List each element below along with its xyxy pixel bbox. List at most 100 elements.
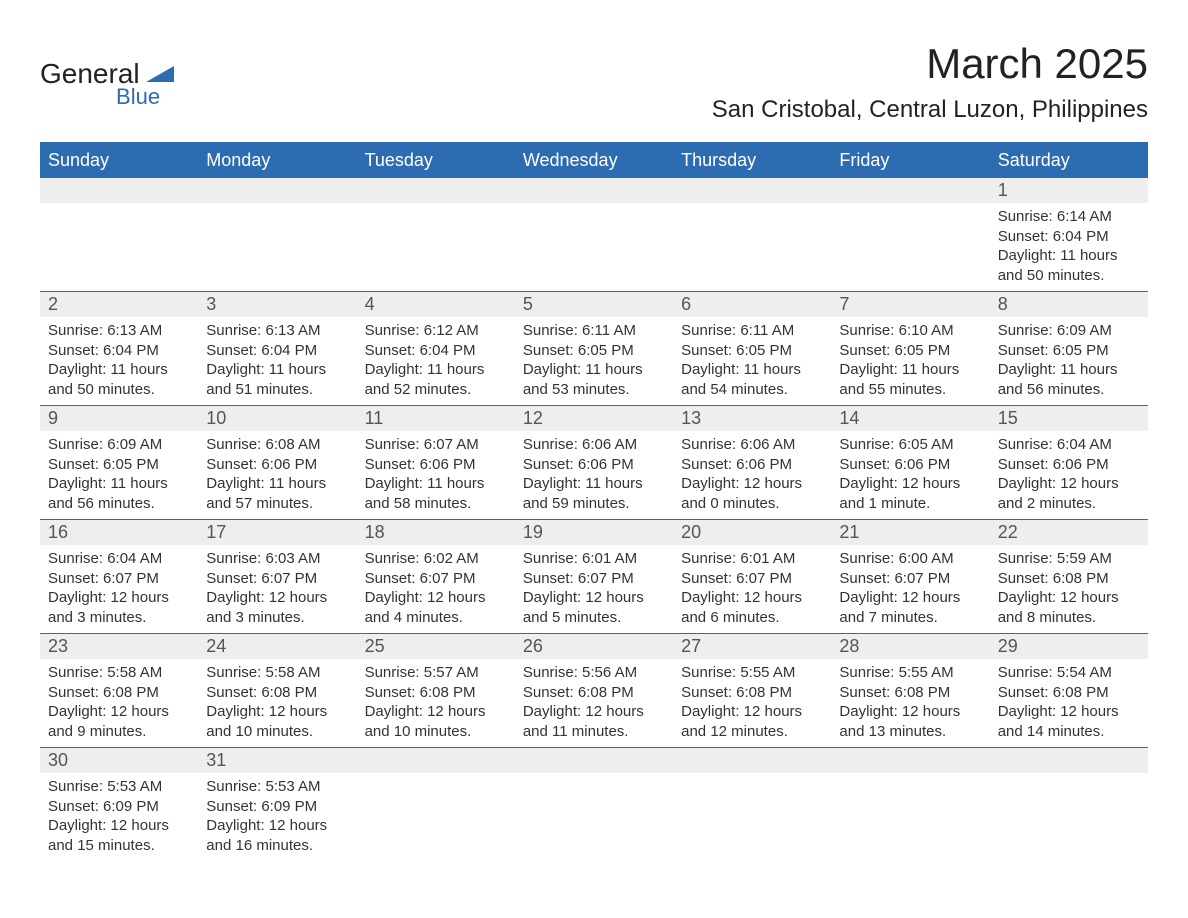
day-number: 1 (990, 178, 1148, 204)
day-cell: Sunrise: 6:10 AMSunset: 6:05 PMDaylight:… (831, 317, 989, 406)
sunrise-line: Sunrise: 6:09 AM (48, 435, 190, 455)
day-cell: Sunrise: 6:02 AMSunset: 6:07 PMDaylight:… (357, 545, 515, 634)
day-number: 4 (357, 292, 515, 318)
day-cell (357, 203, 515, 292)
day-cell: Sunrise: 5:54 AMSunset: 6:08 PMDaylight:… (990, 659, 1148, 748)
weekday-header: Tuesday (357, 143, 515, 178)
sunset-line: Sunset: 6:06 PM (681, 455, 823, 475)
sunrise-line: Sunrise: 6:11 AM (681, 321, 823, 341)
daylight-line: Daylight: 12 hours and 2 minutes. (998, 474, 1140, 513)
daylight-line: Daylight: 11 hours and 56 minutes. (998, 360, 1140, 399)
sunset-line: Sunset: 6:04 PM (365, 341, 507, 361)
day-cell: Sunrise: 6:11 AMSunset: 6:05 PMDaylight:… (673, 317, 831, 406)
daylight-line: Daylight: 11 hours and 55 minutes. (839, 360, 981, 399)
day-number: 21 (831, 520, 989, 546)
day-cell: Sunrise: 5:55 AMSunset: 6:08 PMDaylight:… (831, 659, 989, 748)
sunrise-line: Sunrise: 6:02 AM (365, 549, 507, 569)
sunset-line: Sunset: 6:08 PM (998, 683, 1140, 703)
day-number (831, 748, 989, 774)
sunrise-line: Sunrise: 6:08 AM (206, 435, 348, 455)
daylight-line: Daylight: 12 hours and 1 minute. (839, 474, 981, 513)
sunset-line: Sunset: 6:05 PM (998, 341, 1140, 361)
sunrise-line: Sunrise: 6:00 AM (839, 549, 981, 569)
day-number: 17 (198, 520, 356, 546)
day-number (673, 748, 831, 774)
day-number (198, 178, 356, 204)
day-cell: Sunrise: 6:01 AMSunset: 6:07 PMDaylight:… (515, 545, 673, 634)
day-number: 31 (198, 748, 356, 774)
sunset-line: Sunset: 6:06 PM (839, 455, 981, 475)
sunset-line: Sunset: 6:08 PM (523, 683, 665, 703)
day-cell (40, 203, 198, 292)
day-number: 15 (990, 406, 1148, 432)
day-number: 25 (357, 634, 515, 660)
day-number: 11 (357, 406, 515, 432)
day-number (40, 178, 198, 204)
weekday-header: Monday (198, 143, 356, 178)
day-cell: Sunrise: 6:11 AMSunset: 6:05 PMDaylight:… (515, 317, 673, 406)
day-cell: Sunrise: 5:59 AMSunset: 6:08 PMDaylight:… (990, 545, 1148, 634)
day-data-row: Sunrise: 6:14 AMSunset: 6:04 PMDaylight:… (40, 203, 1148, 292)
sunset-line: Sunset: 6:06 PM (523, 455, 665, 475)
daylight-line: Daylight: 12 hours and 14 minutes. (998, 702, 1140, 741)
daylight-line: Daylight: 11 hours and 51 minutes. (206, 360, 348, 399)
day-number: 24 (198, 634, 356, 660)
sunrise-line: Sunrise: 6:09 AM (998, 321, 1140, 341)
sunrise-line: Sunrise: 6:04 AM (48, 549, 190, 569)
sunset-line: Sunset: 6:05 PM (523, 341, 665, 361)
daylight-line: Daylight: 12 hours and 12 minutes. (681, 702, 823, 741)
sunrise-line: Sunrise: 5:58 AM (48, 663, 190, 683)
daynum-row: 3031 (40, 748, 1148, 774)
day-number: 5 (515, 292, 673, 318)
day-cell: Sunrise: 6:04 AMSunset: 6:06 PMDaylight:… (990, 431, 1148, 520)
day-number (515, 178, 673, 204)
sunset-line: Sunset: 6:08 PM (839, 683, 981, 703)
day-cell: Sunrise: 6:07 AMSunset: 6:06 PMDaylight:… (357, 431, 515, 520)
day-cell (831, 203, 989, 292)
sunset-line: Sunset: 6:08 PM (681, 683, 823, 703)
day-cell: Sunrise: 6:13 AMSunset: 6:04 PMDaylight:… (198, 317, 356, 406)
day-number (357, 178, 515, 204)
weekday-header-row: Sunday Monday Tuesday Wednesday Thursday… (40, 143, 1148, 178)
daylight-line: Daylight: 12 hours and 13 minutes. (839, 702, 981, 741)
day-cell (673, 203, 831, 292)
day-cell: Sunrise: 5:58 AMSunset: 6:08 PMDaylight:… (198, 659, 356, 748)
day-cell: Sunrise: 6:06 AMSunset: 6:06 PMDaylight:… (515, 431, 673, 520)
sunrise-line: Sunrise: 6:06 AM (681, 435, 823, 455)
sunset-line: Sunset: 6:09 PM (48, 797, 190, 817)
day-cell: Sunrise: 6:06 AMSunset: 6:06 PMDaylight:… (673, 431, 831, 520)
day-cell: Sunrise: 6:13 AMSunset: 6:04 PMDaylight:… (40, 317, 198, 406)
day-cell: Sunrise: 6:01 AMSunset: 6:07 PMDaylight:… (673, 545, 831, 634)
daynum-row: 1 (40, 178, 1148, 204)
day-cell: Sunrise: 5:53 AMSunset: 6:09 PMDaylight:… (198, 773, 356, 861)
daylight-line: Daylight: 11 hours and 59 minutes. (523, 474, 665, 513)
weekday-header: Saturday (990, 143, 1148, 178)
header: General Blue March 2025 San Cristobal, C… (40, 40, 1148, 124)
sunrise-line: Sunrise: 6:12 AM (365, 321, 507, 341)
sunset-line: Sunset: 6:04 PM (998, 227, 1140, 247)
location: San Cristobal, Central Luzon, Philippine… (712, 96, 1148, 124)
title-block: March 2025 San Cristobal, Central Luzon,… (712, 40, 1148, 124)
logo: General Blue (40, 58, 174, 110)
sunrise-line: Sunrise: 6:13 AM (206, 321, 348, 341)
sunset-line: Sunset: 6:05 PM (48, 455, 190, 475)
daylight-line: Daylight: 12 hours and 8 minutes. (998, 588, 1140, 627)
sunset-line: Sunset: 6:07 PM (365, 569, 507, 589)
daylight-line: Daylight: 12 hours and 16 minutes. (206, 816, 348, 855)
daylight-line: Daylight: 12 hours and 0 minutes. (681, 474, 823, 513)
day-number: 7 (831, 292, 989, 318)
daylight-line: Daylight: 12 hours and 3 minutes. (206, 588, 348, 627)
day-cell (990, 773, 1148, 861)
day-data-row: Sunrise: 5:53 AMSunset: 6:09 PMDaylight:… (40, 773, 1148, 861)
daylight-line: Daylight: 12 hours and 11 minutes. (523, 702, 665, 741)
sunrise-line: Sunrise: 5:55 AM (839, 663, 981, 683)
sunrise-line: Sunrise: 6:13 AM (48, 321, 190, 341)
daylight-line: Daylight: 12 hours and 15 minutes. (48, 816, 190, 855)
sunrise-line: Sunrise: 5:56 AM (523, 663, 665, 683)
sunset-line: Sunset: 6:07 PM (839, 569, 981, 589)
daynum-row: 23242526272829 (40, 634, 1148, 660)
daynum-row: 16171819202122 (40, 520, 1148, 546)
sunset-line: Sunset: 6:08 PM (206, 683, 348, 703)
day-number: 6 (673, 292, 831, 318)
day-number: 9 (40, 406, 198, 432)
